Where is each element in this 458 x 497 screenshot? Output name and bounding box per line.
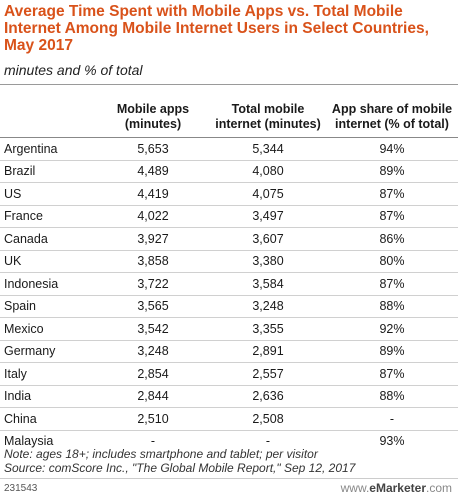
cell-country: UK [0,249,96,273]
cell-mobile-apps: 3,858 [96,249,210,273]
table-row: France 4,022 3,497 87% [0,204,458,228]
cell-mobile-apps: 3,565 [96,294,210,318]
table-row: Mexico 3,542 3,355 92% [0,317,458,340]
table-row: UK 3,858 3,380 80% [0,249,458,273]
cell-total-mobile-internet: 3,607 [210,227,326,250]
cell-country: China [0,407,96,430]
cell-app-share: 87% [326,182,458,205]
cell-country: Indonesia [0,272,96,295]
cell-country: Mexico [0,317,96,340]
table-row: US 4,419 4,075 87% [0,182,458,205]
cell-app-share: - [326,407,458,430]
table-row: Malaysia - -93% [0,429,458,452]
cell-mobile-apps: 3,542 [96,317,210,340]
cell-total-mobile-internet: 2,636 [210,384,326,408]
cell-app-share: 87% [326,272,458,295]
table-header-row: Mobile apps (minutes) Total mobile inter… [0,86,458,138]
table-row: Germany 3,248 2,891 89% [0,339,458,363]
cell-total-mobile-internet: 2,508 [210,407,326,430]
cell-app-share: 87% [326,362,458,385]
cell-country: Brazil [0,159,96,183]
cell-total-mobile-internet: 5,344 [210,137,326,160]
column-header-total-mobile-internet: Total mobile internet (minutes) [215,102,321,131]
cell-app-share: 86% [326,227,458,250]
cell-app-share: 87% [326,204,458,228]
cell-mobile-apps: 2,510 [96,407,210,430]
brand-suffix: .com [425,481,452,495]
cell-app-share: 93% [326,429,458,452]
table-row: Canada 3,927 3,607 86% [0,227,458,250]
chart-subtitle: minutes and % of total [4,62,143,78]
cell-mobile-apps: 5,653 [96,137,210,160]
cell-total-mobile-internet: 2,557 [210,362,326,385]
table-row: Italy 2,854 2,557 87% [0,362,458,385]
cell-mobile-apps: 2,844 [96,384,210,408]
cell-total-mobile-internet: 3,584 [210,272,326,295]
cell-app-share: 89% [326,159,458,183]
data-table: Mobile apps (minutes) Total mobile inter… [0,86,458,452]
cell-total-mobile-internet: 4,075 [210,182,326,205]
cell-country: France [0,204,96,228]
cell-app-share: 88% [326,384,458,408]
cell-mobile-apps: 4,022 [96,204,210,228]
cell-mobile-apps: 2,854 [96,362,210,385]
cell-country: India [0,384,96,408]
cell-total-mobile-internet: 3,497 [210,204,326,228]
chart-id: 231543 [4,483,38,494]
header-rule [0,84,458,85]
column-header-app-share: App share of mobile internet (% of total… [331,102,453,131]
table-row: China 2,510 2,508- [0,407,458,430]
table-row: India 2,844 2,636 88% [0,384,458,408]
cell-total-mobile-internet: 2,891 [210,339,326,363]
cell-mobile-apps: - [96,429,210,452]
cell-total-mobile-internet: - [210,429,326,452]
cell-app-share: 94% [326,137,458,160]
cell-country: Canada [0,227,96,250]
table-row: Spain 3,565 3,248 88% [0,294,458,318]
cell-total-mobile-internet: 3,355 [210,317,326,340]
cell-total-mobile-internet: 3,248 [210,294,326,318]
cell-country: Argentina [0,137,96,160]
cell-mobile-apps: 4,489 [96,159,210,183]
cell-country: Spain [0,294,96,318]
cell-country: Germany [0,339,96,363]
note-text: Note: ages 18+; includes smartphone and … [4,447,318,461]
cell-country: US [0,182,96,205]
chart-title: Average Time Spent with Mobile Apps vs. … [4,3,429,54]
footer-rule [0,478,458,479]
cell-mobile-apps: 3,927 [96,227,210,250]
table-row: Argentina 5,653 5,344 94% [0,137,458,160]
cell-total-mobile-internet: 3,380 [210,249,326,273]
brand-logo: www.eMarketer.com [341,481,452,495]
cell-mobile-apps: 4,419 [96,182,210,205]
source-text: Source: comScore Inc., "The Global Mobil… [4,461,356,475]
cell-app-share: 80% [326,249,458,273]
cell-country: Italy [0,362,96,385]
column-header-mobile-apps: Mobile apps (minutes) [116,102,190,131]
cell-app-share: 89% [326,339,458,363]
cell-mobile-apps: 3,248 [96,339,210,363]
cell-app-share: 88% [326,294,458,318]
chart-footnote: Note: ages 18+; includes smartphone and … [4,447,355,475]
column-header-country [0,86,96,138]
cell-app-share: 92% [326,317,458,340]
cell-mobile-apps: 3,722 [96,272,210,295]
brand-prefix: www. [340,481,370,495]
table-row: Brazil 4,489 4,080 89% [0,159,458,183]
cell-total-mobile-internet: 4,080 [210,159,326,183]
cell-country: Malaysia [0,429,96,452]
brand-name: eMarketer [369,481,426,495]
table-row: Indonesia 3,722 3,584 87% [0,272,458,295]
